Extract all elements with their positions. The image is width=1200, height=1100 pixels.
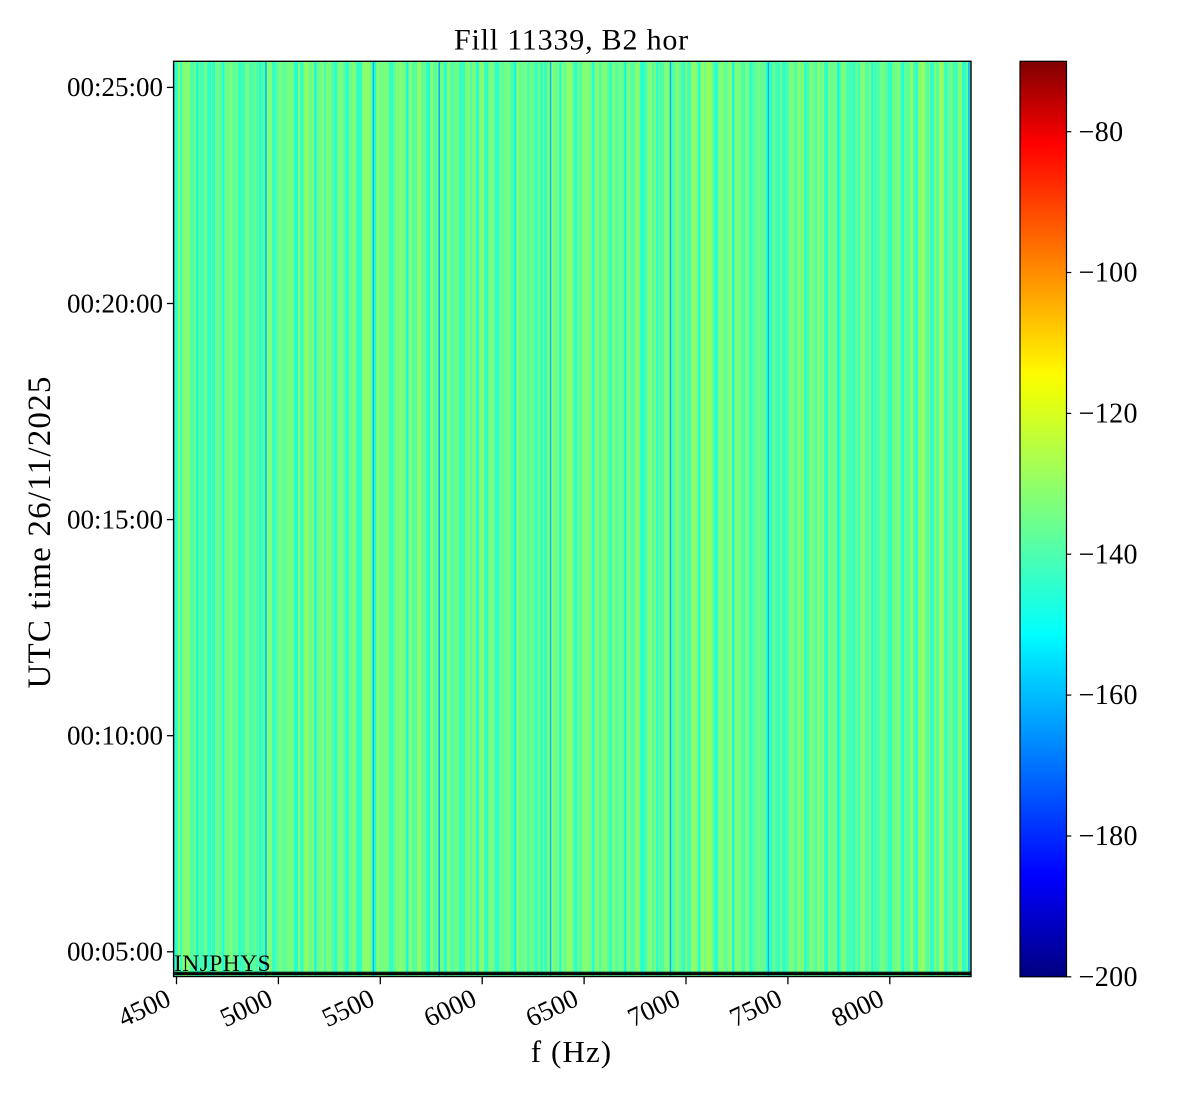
svg-text:−180: −180: [1079, 821, 1138, 852]
svg-text:00:25:00: 00:25:00: [67, 72, 163, 102]
svg-text:−80: −80: [1079, 117, 1124, 148]
svg-text:−140: −140: [1079, 539, 1138, 570]
svg-text:−120: −120: [1079, 399, 1138, 430]
svg-text:−160: −160: [1079, 680, 1138, 711]
svg-text:−200: −200: [1079, 962, 1138, 993]
svg-text:00:05:00: 00:05:00: [67, 937, 163, 967]
svg-text:00:20:00: 00:20:00: [67, 288, 163, 318]
svg-text:00:10:00: 00:10:00: [67, 721, 163, 751]
svg-text:00:15:00: 00:15:00: [67, 504, 163, 534]
svg-text:INJPHYS: INJPHYS: [174, 951, 271, 977]
svg-text:−100: −100: [1079, 258, 1138, 289]
svg-text:f (Hz): f (Hz): [531, 1034, 612, 1069]
svg-text:UTC time 26/11/2025: UTC time 26/11/2025: [22, 375, 58, 688]
svg-text:Fill 11339, B2 hor: Fill 11339, B2 hor: [454, 24, 689, 57]
